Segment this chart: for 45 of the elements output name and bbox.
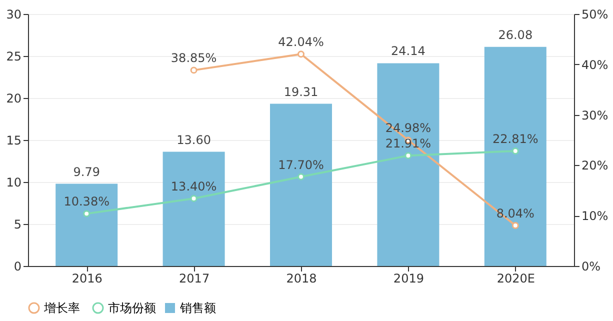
data-label: 9.79 (73, 164, 100, 179)
y2-tick-label: 40% (582, 58, 608, 72)
x-tick-label: 2020E (496, 272, 535, 286)
y-tick-label: 0 (14, 260, 22, 274)
point (83, 210, 90, 218)
y-tick-label: 5 (14, 218, 22, 232)
x-tick-label: 2016 (72, 272, 102, 286)
data-label: 22.81% (492, 132, 538, 146)
point (298, 173, 304, 180)
bar (56, 184, 118, 266)
point (512, 148, 519, 155)
y2-tick-label: 0% (582, 260, 601, 274)
legend-label: 销售额 (179, 301, 216, 315)
legend-label: 增长率 (43, 301, 80, 315)
data-label: 19.31 (284, 84, 318, 99)
x-tick-label: 2019 (393, 272, 424, 286)
x-tick-label: 2017 (179, 272, 210, 286)
bar (270, 104, 332, 266)
data-label: 42.04% (278, 35, 324, 50)
legend-label: 市场份额 (108, 301, 156, 315)
point (512, 222, 519, 229)
y2-tick-label: 20% (582, 158, 608, 173)
bar (162, 152, 225, 266)
data-label: 10.38% (64, 194, 110, 209)
data-label: 26.08 (498, 28, 533, 42)
point (298, 50, 304, 58)
bar (377, 63, 440, 266)
point (190, 194, 198, 202)
y2-tick-label: 10% (582, 209, 608, 224)
y-tick-label: 25 (6, 50, 22, 64)
bar (484, 46, 546, 266)
data-label: 17.70% (278, 158, 324, 172)
data-label: 24.14 (391, 44, 426, 58)
y-tick-label: 10 (6, 176, 22, 190)
data-label: 13.40% (170, 179, 217, 194)
y-tick-label: 20 (6, 92, 22, 106)
data-label: 38.85% (170, 51, 217, 66)
x-tick-label: 2018 (286, 272, 317, 286)
y-tick-label: 30 (6, 8, 22, 22)
y2-tick-label: 30% (582, 108, 608, 122)
point (190, 66, 198, 74)
y2-tick-label: 50% (582, 8, 608, 22)
point (404, 152, 412, 160)
data-label: 13.60 (176, 132, 211, 147)
y-tick-label: 15 (6, 134, 22, 148)
